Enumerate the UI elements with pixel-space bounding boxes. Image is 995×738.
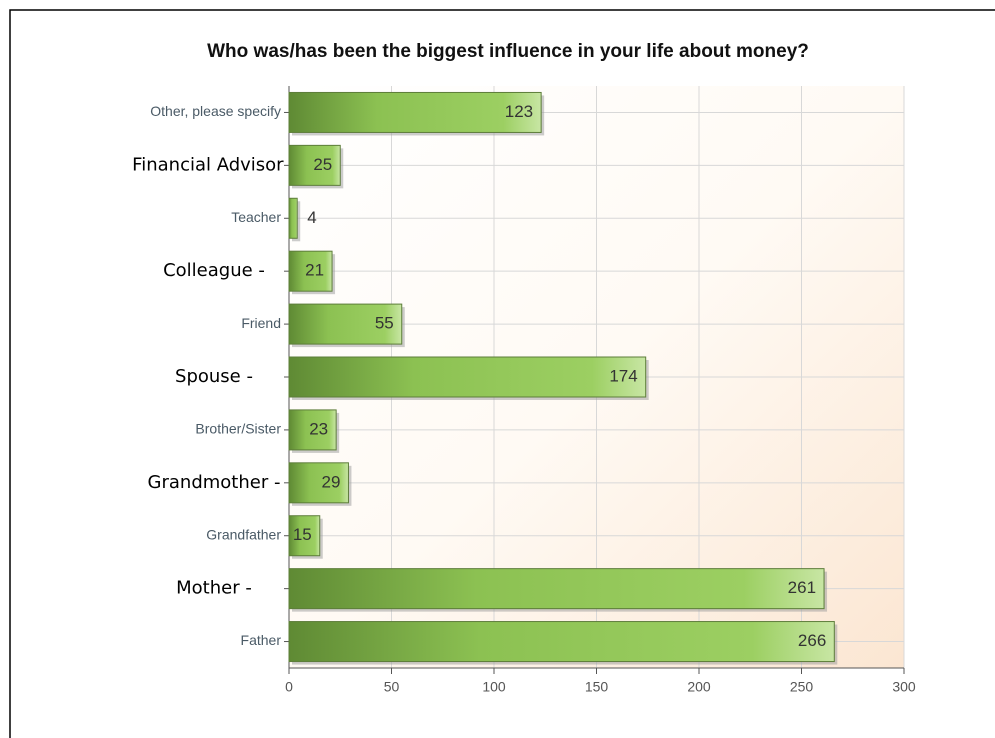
value-label: 123 <box>505 102 533 121</box>
chart-title: Who was/has been the biggest influence i… <box>207 41 809 62</box>
value-label: 261 <box>788 578 816 597</box>
value-label: 23 <box>309 419 328 438</box>
bar <box>288 197 298 239</box>
value-label: 21 <box>305 261 324 280</box>
value-label: 4 <box>307 208 316 227</box>
x-tick-label: 150 <box>585 679 609 695</box>
y-tick-label: Father <box>241 632 282 648</box>
y-tick-label: Teacher <box>231 209 281 225</box>
x-tick-label: 50 <box>384 679 400 695</box>
value-label: 25 <box>313 155 332 174</box>
bar <box>288 462 349 504</box>
y-tick-label: Friend <box>241 315 281 331</box>
bar <box>288 144 341 186</box>
y-tick-label: Brother/Sister <box>195 421 281 437</box>
label-cover <box>72 359 278 395</box>
frame <box>9 9 995 738</box>
value-label: 174 <box>609 366 637 385</box>
bar <box>288 303 403 345</box>
x-tick-label: 0 <box>285 679 293 695</box>
value-label: 55 <box>375 314 394 333</box>
y-tick-label: Financial Advisor - <box>132 154 296 175</box>
bar <box>288 515 321 557</box>
y-tick-label: Colleague - <box>163 260 265 281</box>
label-cover <box>72 253 278 290</box>
label-cover <box>72 570 278 607</box>
value-label: 15 <box>293 525 312 544</box>
x-tick-label: 250 <box>790 679 814 695</box>
y-tick-label: Mother - <box>176 578 252 599</box>
y-tick-label: Spouse - <box>175 366 253 387</box>
y-tick-label: Other, please specify <box>150 103 281 119</box>
x-tick-label: 100 <box>482 679 506 695</box>
x-tick-label: 300 <box>892 679 916 695</box>
value-label: 266 <box>798 631 826 650</box>
bar <box>288 356 647 398</box>
y-tick-label: Grandfather <box>206 526 281 542</box>
label-cover <box>72 464 278 501</box>
bar <box>288 568 825 610</box>
bar <box>288 621 835 663</box>
bar <box>288 409 337 451</box>
value-label: 29 <box>322 472 341 491</box>
y-tick-label: Grandmother - <box>148 472 281 493</box>
bar <box>288 250 333 292</box>
bar <box>288 91 542 133</box>
x-tick-label: 200 <box>687 679 711 695</box>
label-cover <box>72 147 278 184</box>
